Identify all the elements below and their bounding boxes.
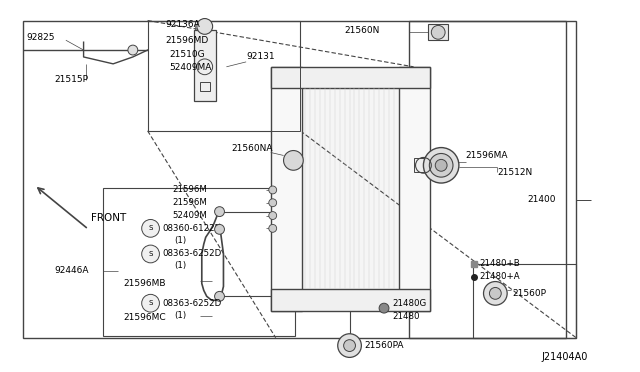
Text: 21480+A: 21480+A <box>479 272 520 281</box>
Bar <box>271 289 430 311</box>
Text: 21512N: 21512N <box>497 168 532 177</box>
Text: 21596M: 21596M <box>172 185 207 195</box>
Text: 52409M: 52409M <box>172 211 207 220</box>
Bar <box>473 264 576 338</box>
Circle shape <box>269 212 276 219</box>
Bar <box>148 20 300 131</box>
Text: 21596MB: 21596MB <box>123 279 166 288</box>
Text: 21480: 21480 <box>392 311 419 321</box>
Circle shape <box>128 45 138 55</box>
Bar <box>103 188 296 336</box>
Text: S: S <box>148 251 153 257</box>
Bar <box>413 158 426 172</box>
Text: 21480G: 21480G <box>392 299 426 308</box>
Bar <box>148 20 300 131</box>
Circle shape <box>379 303 389 313</box>
Text: 21560N: 21560N <box>344 26 380 35</box>
Text: 92446A: 92446A <box>54 266 88 275</box>
Text: 21596MD: 21596MD <box>165 36 209 45</box>
Text: (1): (1) <box>174 236 186 245</box>
Text: 21596MC: 21596MC <box>123 314 166 323</box>
Text: 21560NA: 21560NA <box>231 144 273 153</box>
Bar <box>22 20 566 338</box>
Text: 21560PA: 21560PA <box>364 341 404 350</box>
Text: 21560P: 21560P <box>512 289 546 298</box>
Text: S: S <box>148 300 153 306</box>
Circle shape <box>338 334 362 357</box>
Bar <box>194 31 216 101</box>
Text: 92825: 92825 <box>26 33 55 42</box>
Circle shape <box>214 207 225 217</box>
Circle shape <box>141 245 159 263</box>
Circle shape <box>269 186 276 194</box>
Text: S: S <box>148 225 153 231</box>
Text: 92136A: 92136A <box>165 20 200 29</box>
Circle shape <box>269 199 276 207</box>
Text: 21596MA: 21596MA <box>466 151 508 160</box>
Text: (1): (1) <box>174 311 186 320</box>
Text: 08363-6252D: 08363-6252D <box>163 299 221 308</box>
Bar <box>271 67 302 311</box>
Circle shape <box>490 288 501 299</box>
Text: 21596M: 21596M <box>172 198 207 207</box>
Circle shape <box>214 224 225 234</box>
Bar <box>302 89 399 289</box>
Text: 08360-6122D: 08360-6122D <box>163 224 221 233</box>
Circle shape <box>269 224 276 232</box>
Circle shape <box>197 19 212 34</box>
Text: 92131: 92131 <box>246 52 275 61</box>
Circle shape <box>214 291 225 301</box>
Circle shape <box>431 25 445 39</box>
Text: 08363-6252D: 08363-6252D <box>163 250 221 259</box>
Text: 21515P: 21515P <box>54 75 88 84</box>
Circle shape <box>141 294 159 312</box>
Bar <box>271 67 430 89</box>
Text: 21400: 21400 <box>527 195 556 204</box>
Text: FRONT: FRONT <box>92 212 127 222</box>
Circle shape <box>284 151 303 170</box>
Bar <box>200 81 210 92</box>
Circle shape <box>424 148 459 183</box>
Text: 21510G: 21510G <box>170 49 205 58</box>
Circle shape <box>141 219 159 237</box>
Circle shape <box>484 282 507 305</box>
Circle shape <box>435 160 447 171</box>
Bar <box>409 20 576 338</box>
Circle shape <box>344 340 355 352</box>
Bar <box>428 25 448 40</box>
Text: 52409MA: 52409MA <box>170 63 212 72</box>
Bar <box>399 67 430 311</box>
Text: J21404A0: J21404A0 <box>541 352 588 362</box>
Text: 21480+B: 21480+B <box>479 259 520 268</box>
Text: (1): (1) <box>174 261 186 270</box>
Circle shape <box>429 154 453 177</box>
